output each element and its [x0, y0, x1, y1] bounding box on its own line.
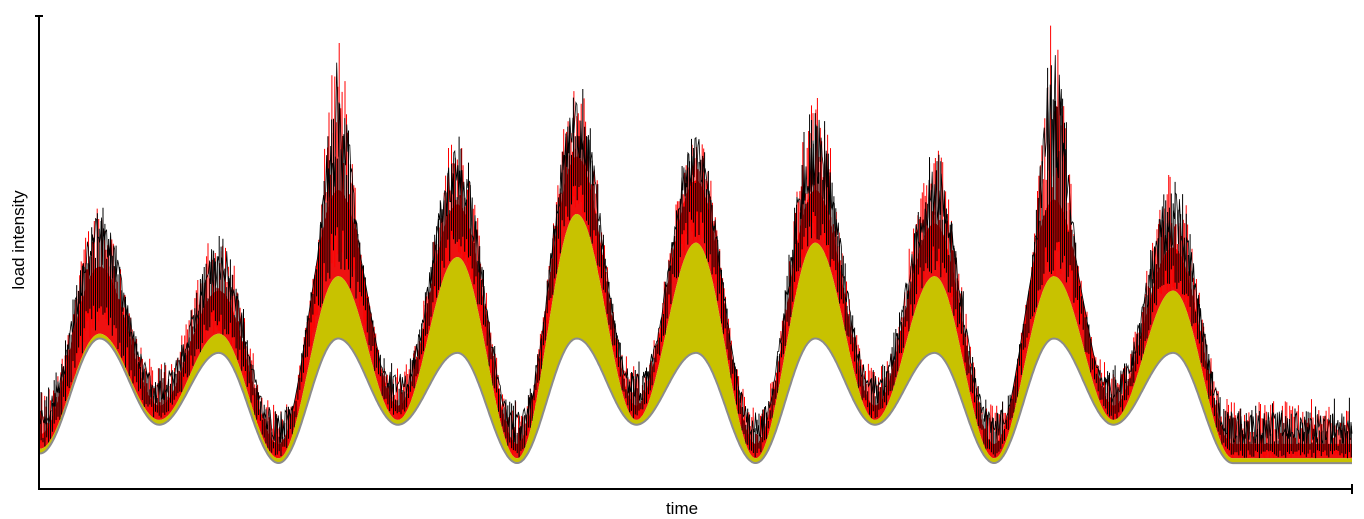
base-seasonal-curve [39, 337, 1352, 465]
x-axis-label: time [666, 499, 698, 518]
load-signal-line [39, 55, 1353, 444]
y-axis-label: load intensity [9, 190, 28, 290]
plot-area [39, 25, 1353, 465]
trend-band [40, 214, 1352, 464]
